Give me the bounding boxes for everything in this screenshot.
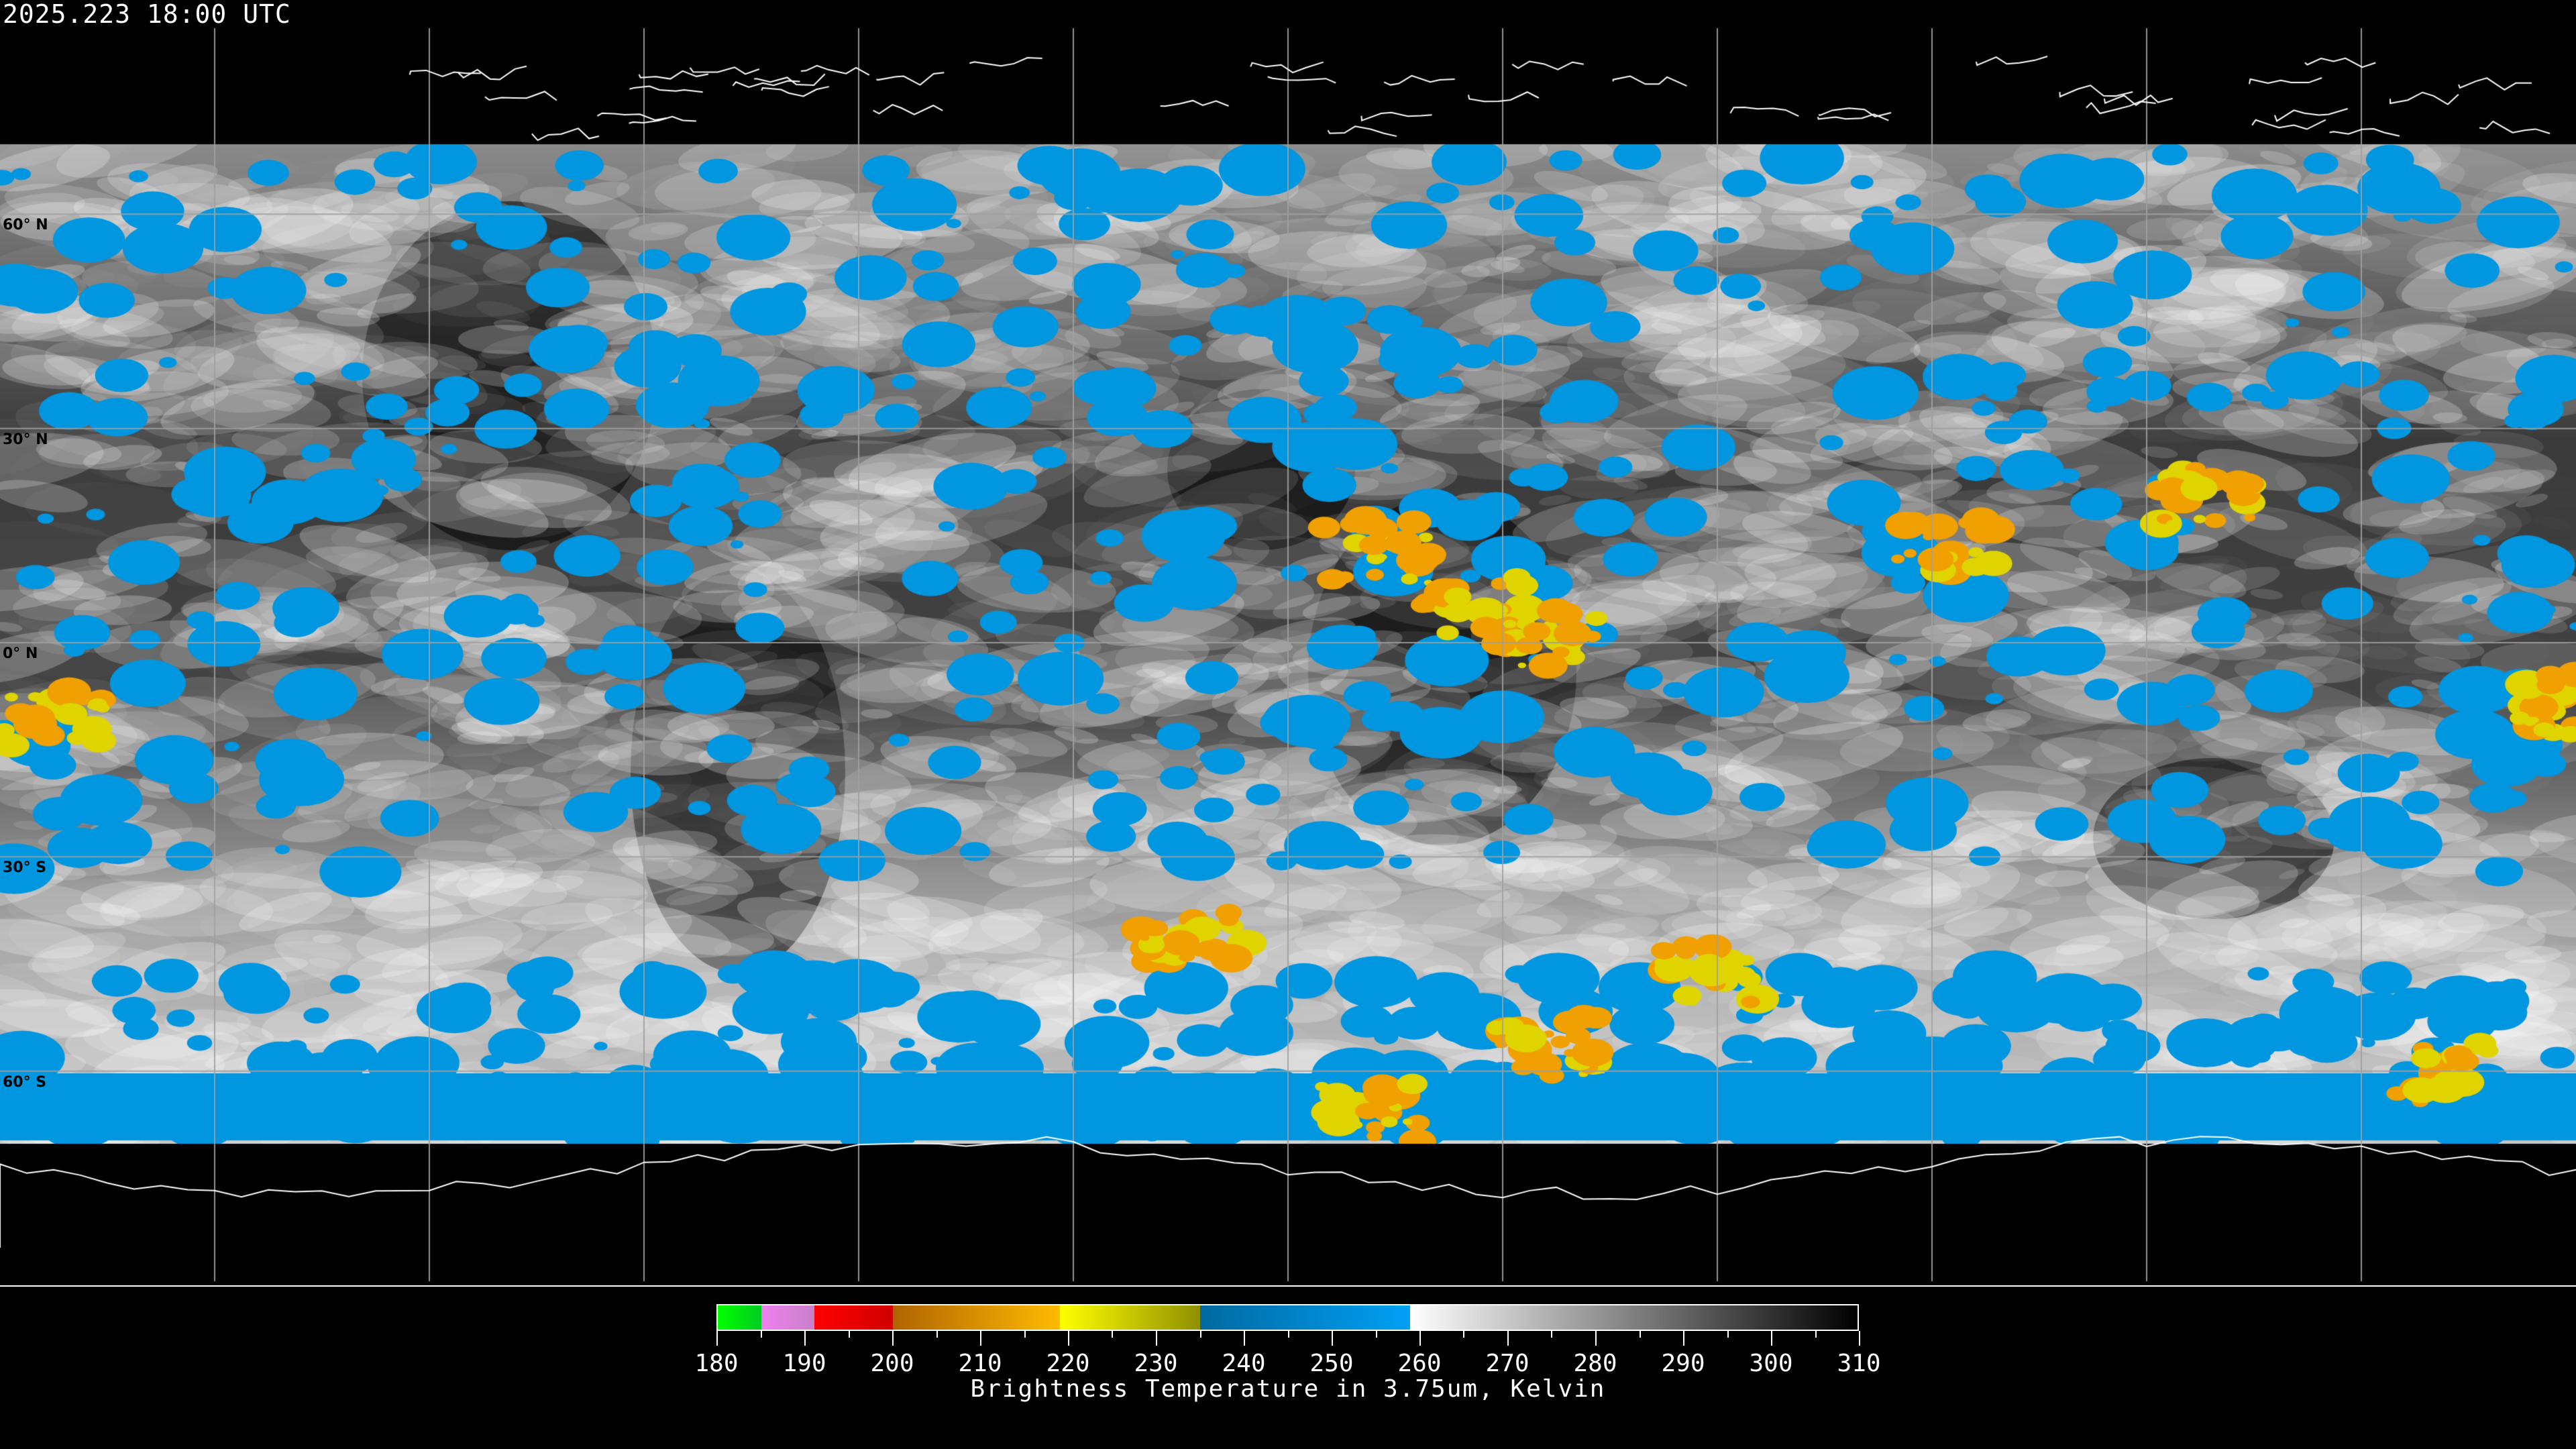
colorbar-tick xyxy=(1463,1331,1465,1338)
colorbar-tick-label: 210 xyxy=(958,1350,1002,1377)
colorbar-tick xyxy=(1244,1331,1245,1346)
colorbar-segment xyxy=(814,1305,894,1330)
colorbar-tick-label: 250 xyxy=(1309,1350,1354,1377)
colorbar-tick-label: 310 xyxy=(1837,1350,1881,1377)
colorbar-tick-label: 240 xyxy=(1222,1350,1266,1377)
colorbar-tick xyxy=(1771,1331,1772,1346)
colorbar-tick xyxy=(1551,1331,1553,1338)
colorbar-tick xyxy=(1068,1331,1069,1346)
colorbar-segment xyxy=(1199,1305,1411,1330)
colorbar-tick xyxy=(936,1331,938,1338)
colorbar-tick-label: 290 xyxy=(1661,1350,1705,1377)
colorbar-tick xyxy=(1199,1331,1201,1338)
colorbar-tick xyxy=(804,1331,806,1346)
colorbar-segment xyxy=(761,1305,814,1330)
colorbar-tick-label: 260 xyxy=(1397,1350,1442,1377)
latitude-label: 60° N xyxy=(3,217,48,234)
colorbar-tick-label: 230 xyxy=(1134,1350,1178,1377)
colorbar-tick xyxy=(1332,1331,1333,1346)
colorbar-segment xyxy=(893,1305,1060,1330)
colorbar-title: Brightness Temperature in 3.75um, Kelvin xyxy=(970,1375,1606,1403)
satellite-brightness-temperature-map xyxy=(0,0,2576,1285)
colorbar-tick xyxy=(848,1331,850,1338)
colorbar-tick xyxy=(1815,1331,1817,1338)
latitude-label: 0° N xyxy=(3,645,38,662)
map-bottom-border xyxy=(0,1285,2576,1287)
colorbar-tick xyxy=(1683,1331,1684,1346)
timestamp: 2025.223 18:00 UTC xyxy=(3,0,291,29)
colorbar-tick xyxy=(1287,1331,1289,1338)
colorbar-tick xyxy=(1375,1331,1377,1338)
latitude-label: 30° S xyxy=(3,859,47,877)
colorbar-tick xyxy=(1024,1331,1026,1338)
colorbar-tick-label: 300 xyxy=(1749,1350,1793,1377)
colorbar-segment xyxy=(1059,1305,1200,1330)
colorbar-tick-label: 190 xyxy=(782,1350,826,1377)
colorbar-tick xyxy=(1727,1331,1729,1338)
colorbar-tick xyxy=(716,1331,718,1346)
colorbar-tick xyxy=(1507,1331,1509,1346)
colorbar-tick xyxy=(1595,1331,1597,1346)
colorbar-tick-label: 180 xyxy=(694,1350,739,1377)
latitude-label: 30° N xyxy=(3,431,48,448)
colorbar-tick xyxy=(1859,1331,1860,1346)
colorbar-ticks: 180 190 200 210 220 230 240 250 260 270 280 290 300 3… xyxy=(694,1331,1881,1377)
latitude-label: 60° S xyxy=(3,1073,47,1091)
colorbar-segment xyxy=(1410,1305,1858,1330)
colorbar-tick xyxy=(1639,1331,1641,1338)
colorbar-tick-label: 270 xyxy=(1485,1350,1529,1377)
colorbar-tick xyxy=(892,1331,894,1346)
colorbar-tick-label: 200 xyxy=(870,1350,914,1377)
colorbar-tick-label: 220 xyxy=(1046,1350,1090,1377)
colorbar-tick-label: 280 xyxy=(1573,1350,1617,1377)
colorbar-tick xyxy=(1419,1331,1421,1346)
colorbar-tick xyxy=(1112,1331,1114,1338)
colorbar xyxy=(716,1304,1859,1331)
colorbar-tick xyxy=(980,1331,981,1346)
colorbar-tick xyxy=(760,1331,762,1338)
colorbar-tick xyxy=(1156,1331,1157,1346)
colorbar-segment xyxy=(718,1305,762,1330)
